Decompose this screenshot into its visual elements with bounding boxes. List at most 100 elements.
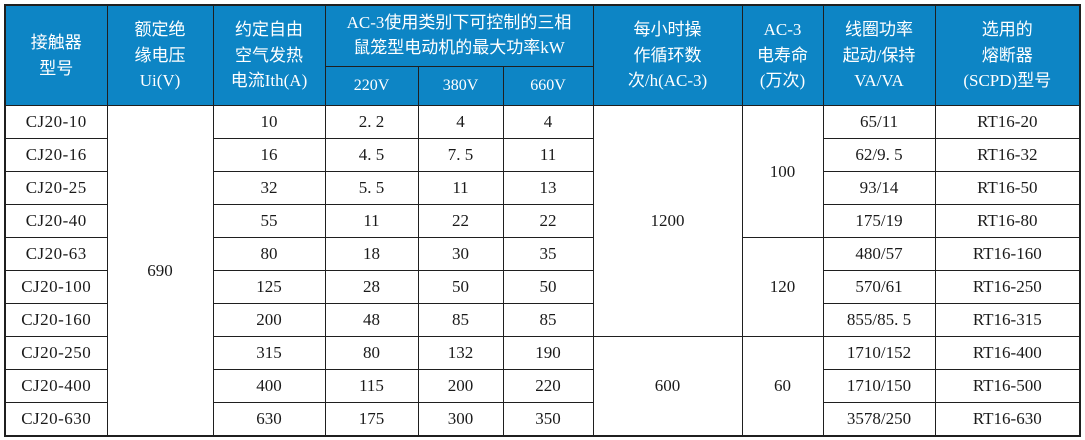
cell-fuse: RT16-630 xyxy=(934,402,1081,437)
table-header: 接触器 型号 额定绝 缘电压 Ui(V) 约定自由 空气发热 电流Ith(A) AC-3使用类别… xyxy=(4,4,1081,106)
table-body: CJ20-10 690 10 2. 2 4 4 1200 100 65/11 RT16-20 CJ2… xyxy=(4,105,1081,437)
cell-p380: 30 xyxy=(417,237,504,271)
cell-model: CJ20-25 xyxy=(4,171,108,205)
header-line: 熔断器 xyxy=(981,45,1033,65)
cell-ith: 400 xyxy=(212,369,326,403)
header-cycles: 每小时操作循环数次/h(AC-3) xyxy=(592,4,743,106)
cell-coil: 570/61 xyxy=(822,270,936,304)
cell-p220: 80 xyxy=(324,336,419,370)
header-model: 接触器 型号 xyxy=(4,4,108,106)
cell-p220: 11 xyxy=(324,204,419,238)
table-row: CJ20-400 400 115 200 220 1710/150 RT16-500 xyxy=(4,369,1081,403)
cell-p220: 2. 2 xyxy=(324,105,419,139)
cell-ith: 125 xyxy=(212,270,326,304)
cell-fuse: RT16-400 xyxy=(934,336,1081,370)
cell-p380: 132 xyxy=(417,336,504,370)
cell-ith: 315 xyxy=(212,336,326,370)
cell-coil: 62/9. 5 xyxy=(822,138,936,172)
header-line: (SCPD)型号 xyxy=(963,71,1052,91)
cell-ith: 200 xyxy=(212,303,326,337)
header-ui: 额定绝 缘电压 Ui(V) xyxy=(106,4,214,106)
cell-p380: 11 xyxy=(417,171,504,205)
cell-p660: 35 xyxy=(502,237,594,271)
header-line: (万次) xyxy=(759,71,806,91)
header-line: 每小时操 xyxy=(633,20,702,40)
header-line: 型号 xyxy=(39,58,74,78)
cell-p220: 175 xyxy=(324,402,419,437)
cell-fuse: RT16-500 xyxy=(934,369,1081,403)
header-row-voltages: 220V 380V 660V xyxy=(5,66,1080,106)
table-row: CJ20-25 32 5. 5 11 13 93/14 RT16-50 xyxy=(4,171,1081,205)
cell-coil: 1710/152 xyxy=(822,336,936,370)
header-line: 电寿命 xyxy=(757,45,809,65)
cell-p220: 4. 5 xyxy=(324,138,419,172)
header-line: 线圈功率 xyxy=(845,20,914,40)
header-line: VA/VA xyxy=(854,71,904,91)
cell-p380: 7. 5 xyxy=(417,138,504,172)
header-voltage-220v: 220V xyxy=(324,66,419,106)
cell-coil: 3578/250 xyxy=(822,402,936,437)
cell-coil: 93/14 xyxy=(822,171,936,205)
header-line: 空气发热 xyxy=(235,45,303,65)
cell-p220: 5. 5 xyxy=(324,171,419,205)
table-row: CJ20-630 630 175 300 350 3578/250 RT16-630 xyxy=(4,402,1081,437)
contactor-spec-table: 接触器 型号 额定绝 缘电压 Ui(V) 约定自由 空气发热 电流Ith(A) AC-3使用类别… xyxy=(4,4,1082,437)
cell-p660: 22 xyxy=(502,204,594,238)
cell-model: CJ20-400 xyxy=(4,369,108,403)
cell-fuse: RT16-50 xyxy=(934,171,1081,205)
cell-p220: 115 xyxy=(324,369,419,403)
header-coil: 线圈功率起动/保持 VA/VA xyxy=(822,4,936,106)
header-line: 起动/保持 xyxy=(842,45,916,65)
header-power-group: AC-3使用类别下可控制的三相 鼠笼型电动机的最大功率kW xyxy=(324,4,594,67)
table-row: CJ20-250 315 80 132 190 600 60 1710/152 RT16-400 xyxy=(4,336,1081,437)
header-voltage-660v: 660V xyxy=(502,66,594,106)
cell-p380: 85 xyxy=(417,303,504,337)
table-row: CJ20-16 16 4. 5 7. 5 11 62/9. 5 RT16-32 xyxy=(4,138,1081,172)
cell-ith: 630 xyxy=(212,402,326,437)
header-line: 接触器 xyxy=(30,33,82,52)
cell-coil: 855/85. 5 xyxy=(822,303,936,337)
cell-fuse: RT16-160 xyxy=(934,237,1081,271)
table-row: CJ20-100 125 28 50 50 570/61 RT16-250 xyxy=(4,270,1081,304)
cell-coil: 65/11 xyxy=(822,105,936,139)
table-row: CJ20-160 200 48 85 85 855/85. 5 RT16-315 xyxy=(4,303,1081,337)
cell-p660: 190 xyxy=(502,336,594,370)
cell-cycles: 600 xyxy=(592,336,743,437)
header-line: Ui(V) xyxy=(139,71,181,91)
header-line: 次/h(AC-3) xyxy=(627,71,708,91)
cell-model: CJ20-250 xyxy=(4,336,108,370)
header-line: 选用的 xyxy=(981,20,1033,40)
cell-model: CJ20-63 xyxy=(4,237,108,271)
cell-fuse: RT16-80 xyxy=(934,204,1081,238)
header-line: 约定自由 xyxy=(235,20,303,40)
cell-p660: 220 xyxy=(502,369,594,403)
table-row: CJ20-10 690 10 2. 2 4 4 1200 100 65/11 RT16-20 xyxy=(4,105,1081,437)
cell-fuse: RT16-315 xyxy=(934,303,1081,337)
cell-p660: 85 xyxy=(502,303,594,337)
cell-fuse: RT16-32 xyxy=(934,138,1081,172)
cell-p220: 28 xyxy=(324,270,419,304)
header-line: 鼠笼型电动机的最大功率kW xyxy=(353,38,565,57)
cell-model: CJ20-100 xyxy=(4,270,108,304)
cell-ith: 55 xyxy=(212,204,326,238)
cell-model: CJ20-40 xyxy=(4,204,108,238)
cell-life: 120 xyxy=(741,237,824,337)
header-line: 额定绝 xyxy=(134,20,186,40)
cell-p380: 22 xyxy=(417,204,504,238)
contactor-spec-table-wrap: 接触器 型号 额定绝 缘电压 Ui(V) 约定自由 空气发热 电流Ith(A) AC-3使用类别… xyxy=(4,4,1082,437)
cell-fuse: RT16-20 xyxy=(934,105,1081,139)
cell-p660: 50 xyxy=(502,270,594,304)
header-line: 660V xyxy=(530,77,566,94)
cell-life: 60 xyxy=(741,336,824,437)
cell-model: CJ20-16 xyxy=(4,138,108,172)
header-voltage-380v: 380V xyxy=(417,66,504,106)
cell-ui: 690 xyxy=(106,105,214,437)
table-row: CJ20-40 55 11 22 22 175/19 RT16-80 xyxy=(4,204,1081,238)
cell-model: CJ20-630 xyxy=(4,402,108,437)
cell-coil: 175/19 xyxy=(822,204,936,238)
header-fuse: 选用的熔断器 (SCPD)型号 xyxy=(934,4,1081,106)
header-line: 作循环数 xyxy=(633,45,702,65)
cell-coil: 1710/150 xyxy=(822,369,936,403)
cell-ith: 32 xyxy=(212,171,326,205)
header-row-top: 接触器 型号 额定绝 缘电压 Ui(V) 约定自由 空气发热 电流Ith(A) AC-3使用类别… xyxy=(4,4,1081,106)
